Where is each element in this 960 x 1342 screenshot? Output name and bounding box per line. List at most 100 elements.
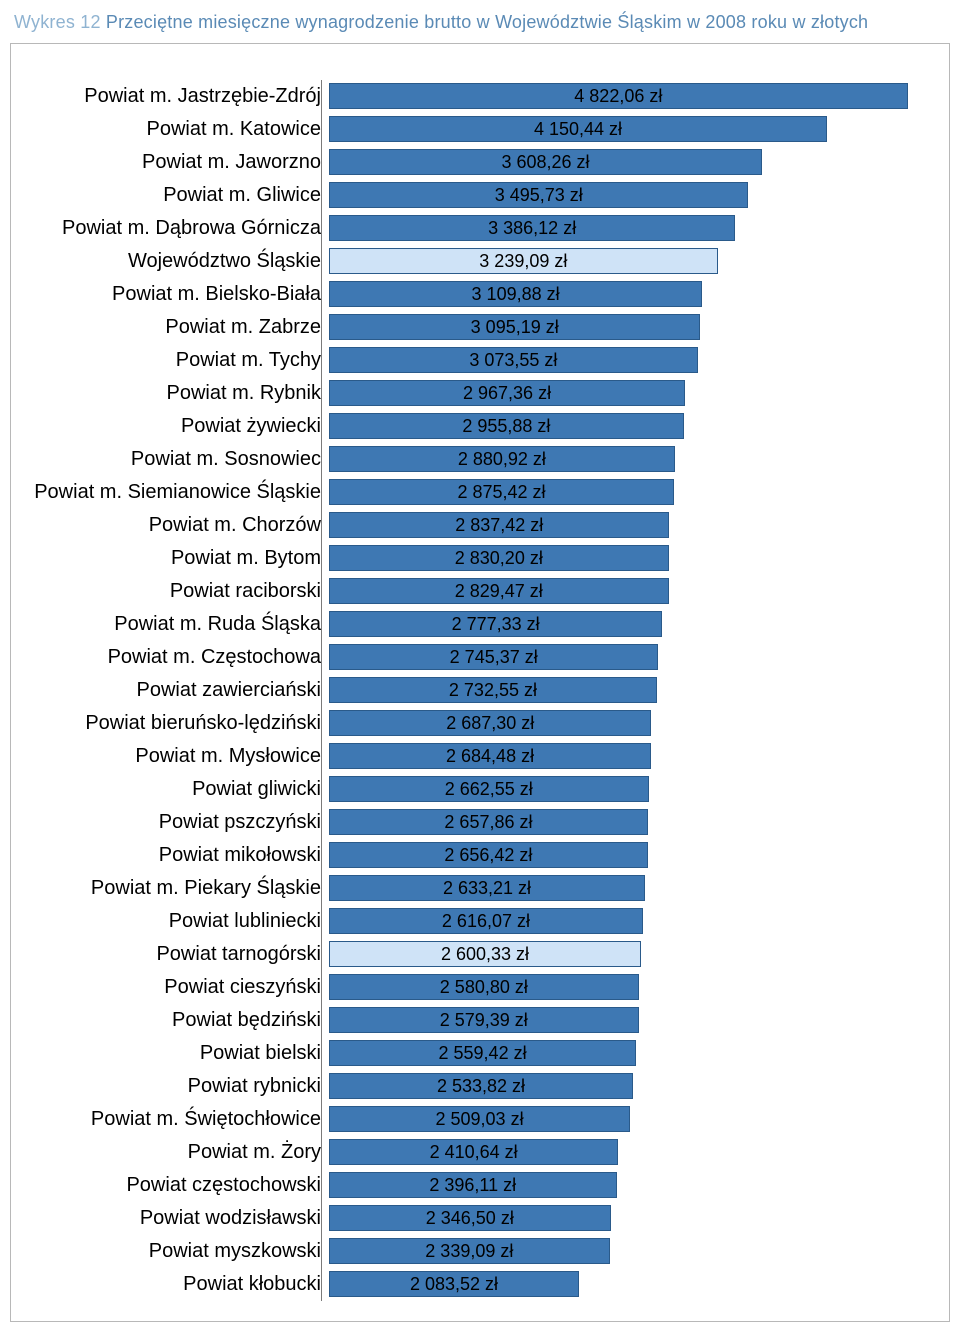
bar-label: Powiat m. Częstochowa bbox=[21, 646, 329, 669]
bar-value: 3 495,73 zł bbox=[495, 185, 583, 206]
bar-label: Powiat m. Piekary Śląskie bbox=[21, 877, 329, 900]
bar: 2 083,52 zł bbox=[329, 1271, 579, 1297]
bar-row: Powiat będziński2 579,39 zł bbox=[21, 1004, 919, 1036]
bar-value: 2 829,47 zł bbox=[455, 581, 543, 602]
bar-area: 2 777,33 zł bbox=[329, 611, 919, 637]
bar-area: 2 579,39 zł bbox=[329, 1007, 919, 1033]
bar: 2 533,82 zł bbox=[329, 1073, 633, 1099]
bar-label: Powiat gliwicki bbox=[21, 778, 329, 801]
bars-list: Powiat m. Jastrzębie-Zdrój4 822,06 złPow… bbox=[21, 80, 919, 1300]
bar-area: 2 656,42 zł bbox=[329, 842, 919, 868]
bar-label: Powiat m. Chorzów bbox=[21, 514, 329, 537]
bar-value: 2 600,33 zł bbox=[441, 944, 529, 965]
bar: 3 109,88 zł bbox=[329, 281, 702, 307]
bar-value: 2 687,30 zł bbox=[446, 713, 534, 734]
bar-row: Powiat m. Chorzów 2 837,42 zł bbox=[21, 509, 919, 541]
bar-value: 2 880,92 zł bbox=[458, 449, 546, 470]
bar: 2 633,21 zł bbox=[329, 875, 645, 901]
bar-value: 2 410,64 zł bbox=[430, 1142, 518, 1163]
bar-row: Powiat m. Katowice 4 150,44 zł bbox=[21, 113, 919, 145]
bar-label: Powiat m. Jastrzębie-Zdrój bbox=[21, 85, 329, 108]
bar-row: Powiat m. Bytom2 830,20 zł bbox=[21, 542, 919, 574]
bar-row: Powiat bielski2 559,42 zł bbox=[21, 1037, 919, 1069]
bar-label: Powiat bielski bbox=[21, 1042, 329, 1065]
bar-value: 2 837,42 zł bbox=[455, 515, 543, 536]
bar-value: 2 955,88 zł bbox=[462, 416, 550, 437]
bar: 3 608,26 zł bbox=[329, 149, 762, 175]
bar-value: 3 073,55 zł bbox=[469, 350, 557, 371]
bar-area: 2 830,20 zł bbox=[329, 545, 919, 571]
bar-row: Powiat m. Ruda Śląska2 777,33 zł bbox=[21, 608, 919, 640]
bar-label: Powiat m. Świętochłowice bbox=[21, 1108, 329, 1131]
bar-label: Powiat żywiecki bbox=[21, 415, 329, 438]
bar-row: Powiat m. Częstochowa2 745,37 zł bbox=[21, 641, 919, 673]
bar: 2 967,36 zł bbox=[329, 380, 685, 406]
bar-row: Powiat m. Jastrzębie-Zdrój4 822,06 zł bbox=[21, 80, 919, 112]
bar-value: 3 109,88 zł bbox=[472, 284, 560, 305]
bar-row: Powiat m. Jaworzno 3 608,26 zł bbox=[21, 146, 919, 178]
bar: 2 684,48 zł bbox=[329, 743, 651, 769]
bar-area: 2 745,37 zł bbox=[329, 644, 919, 670]
bar-label: Województwo Śląskie bbox=[21, 250, 329, 273]
bar-label: Powiat cieszyński bbox=[21, 976, 329, 999]
bar: 2 656,42 zł bbox=[329, 842, 648, 868]
bar-row: Powiat m. Dąbrowa Górnicza 3 386,12 zł bbox=[21, 212, 919, 244]
bar-label: Powiat m. Jaworzno bbox=[21, 151, 329, 174]
bar-area: 3 495,73 zł bbox=[329, 182, 919, 208]
bar-label: Powiat m. Zabrze bbox=[21, 316, 329, 339]
bar: 2 559,42 zł bbox=[329, 1040, 636, 1066]
bar-area: 2 410,64 zł bbox=[329, 1139, 919, 1165]
bar-row: Powiat myszkowski2 339,09 zł bbox=[21, 1235, 919, 1267]
bar-value: 2 684,48 zł bbox=[446, 746, 534, 767]
bar: 2 955,88 zł bbox=[329, 413, 684, 439]
bar-value: 2 875,42 zł bbox=[457, 482, 545, 503]
bar-value: 4 150,44 zł bbox=[534, 119, 622, 140]
bar-row: Powiat m. Świętochłowice2 509,03 zł bbox=[21, 1103, 919, 1135]
bar-row: Powiat gliwicki2 662,55 zł bbox=[21, 773, 919, 805]
chart-container: Powiat m. Jastrzębie-Zdrój4 822,06 złPow… bbox=[10, 43, 950, 1322]
bar-row: Powiat kłobucki2 083,52 zł bbox=[21, 1268, 919, 1300]
bar: 2 657,86 zł bbox=[329, 809, 648, 835]
bar-area: 2 559,42 zł bbox=[329, 1040, 919, 1066]
bar-row: Powiat m. Tychy 3 073,55 zł bbox=[21, 344, 919, 376]
bar: 2 875,42 zł bbox=[329, 479, 674, 505]
bar-label: Powiat m. Dąbrowa Górnicza bbox=[21, 217, 329, 240]
bar-area: 2 662,55 zł bbox=[329, 776, 919, 802]
bar-area: 3 239,09 zł bbox=[329, 248, 919, 274]
bar-area: 2 600,33 zł bbox=[329, 941, 919, 967]
bar-value: 2 346,50 zł bbox=[426, 1208, 514, 1229]
bar: 4 822,06 zł bbox=[329, 83, 908, 109]
bar-highlight: 3 239,09 zł bbox=[329, 248, 718, 274]
title-prefix: Wykres 12 bbox=[14, 12, 101, 32]
bar-row: Powiat zawierciański2 732,55 zł bbox=[21, 674, 919, 706]
bar-value: 3 386,12 zł bbox=[488, 218, 576, 239]
bar-value: 2 633,21 zł bbox=[443, 878, 531, 899]
axis-baseline bbox=[321, 80, 322, 1301]
bar-row: Powiat mikołowski2 656,42 zł bbox=[21, 839, 919, 871]
bar-row: Powiat m. Gliwice 3 495,73 zł bbox=[21, 179, 919, 211]
bar-value: 2 656,42 zł bbox=[444, 845, 532, 866]
bar-row: Powiat m. Sosnowiec2 880,92 zł bbox=[21, 443, 919, 475]
bar-area: 2 875,42 zł bbox=[329, 479, 919, 505]
bar: 3 095,19 zł bbox=[329, 314, 700, 340]
bar-value: 2 579,39 zł bbox=[440, 1010, 528, 1031]
bar-label: Powiat częstochowski bbox=[21, 1174, 329, 1197]
bar-value: 3 608,26 zł bbox=[501, 152, 589, 173]
bar-label: Powiat m. Tychy bbox=[21, 349, 329, 372]
bar: 2 396,11 zł bbox=[329, 1172, 617, 1198]
bar: 2 732,55 zł bbox=[329, 677, 657, 703]
bar-label: Powiat m. Mysłowice bbox=[21, 745, 329, 768]
bar-area: 3 095,19 zł bbox=[329, 314, 919, 340]
bar-row: Powiat m. Bielsko-Biała3 109,88 zł bbox=[21, 278, 919, 310]
bar-label: Powiat m. Gliwice bbox=[21, 184, 329, 207]
chart-title: Wykres 12 Przeciętne miesięczne wynagrod… bbox=[14, 12, 950, 33]
bar-label: Powiat m. Rybnik bbox=[21, 382, 329, 405]
bar-label: Powiat pszczyński bbox=[21, 811, 329, 834]
bar: 2 410,64 zł bbox=[329, 1139, 618, 1165]
bar-label: Powiat m. Katowice bbox=[21, 118, 329, 141]
bar: 2 580,80 zł bbox=[329, 974, 639, 1000]
bar-area: 2 616,07 zł bbox=[329, 908, 919, 934]
bar-value: 2 967,36 zł bbox=[463, 383, 551, 404]
bar-area: 3 386,12 zł bbox=[329, 215, 919, 241]
bar-area: 3 109,88 zł bbox=[329, 281, 919, 307]
